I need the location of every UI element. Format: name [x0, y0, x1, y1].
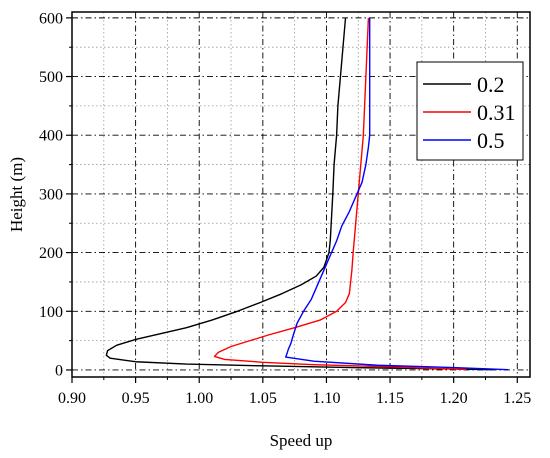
x-tick-label: 1.15 [376, 390, 404, 407]
x-tick-label: 1.05 [249, 390, 277, 407]
x-tick-label: 1.10 [312, 390, 340, 407]
series-line-0_31 [213, 17, 467, 371]
y-axis-title: Height (m) [7, 157, 26, 232]
y-tick-label: 300 [39, 186, 63, 203]
series-line-0_5 [285, 17, 509, 371]
y-tick-label: 400 [39, 128, 63, 145]
legend-label: 0.5 [477, 128, 505, 153]
y-tick-label: 600 [39, 10, 63, 27]
y-tick-label: 200 [39, 245, 63, 262]
series-lines [105, 17, 509, 371]
y-tick-label: 500 [39, 69, 63, 86]
x-tick-label: 1.20 [440, 390, 468, 407]
axis-ticks: 0.90 0.95 1.00 1.05 1.10 1.15 1.20 1.25 0 100 200 3… [39, 10, 531, 407]
x-tick-label: 0.90 [58, 390, 86, 407]
x-tick-label: 0.95 [122, 390, 150, 407]
legend-label: 0.31 [477, 100, 516, 125]
y-tick-label: 0 [55, 362, 63, 379]
legend-label: 0.2 [477, 72, 505, 97]
legend-box [416, 61, 524, 161]
y-tick-label: 100 [39, 304, 63, 321]
x-axis-title: Speed up [270, 431, 333, 450]
x-tick-label: 1.00 [185, 390, 213, 407]
series-line-0_2 [105, 17, 492, 371]
x-tick-label: 1.25 [503, 390, 531, 407]
legend: 0.2 0.31 0.5 [416, 61, 524, 161]
